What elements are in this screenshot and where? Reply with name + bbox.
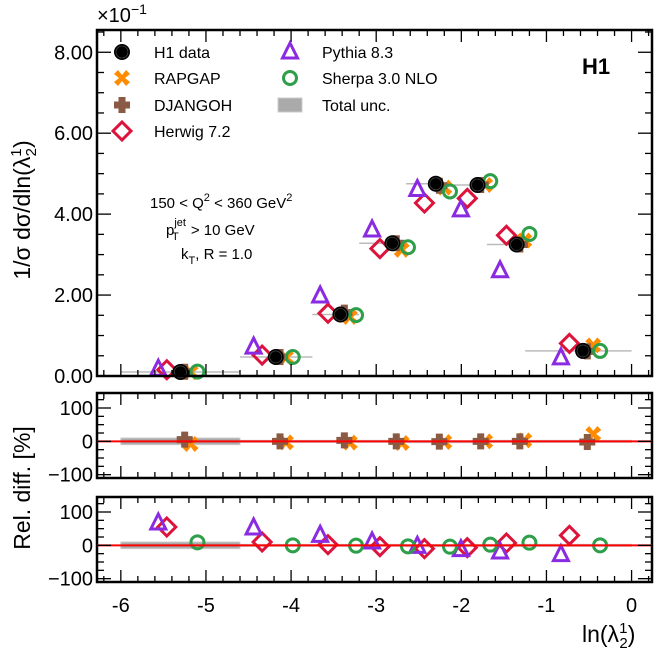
- h1-data-point-ring: [174, 365, 187, 379]
- ratio-marker-herwig-7-2: [251, 530, 274, 554]
- panel-frame-2: [95, 495, 654, 584]
- h1-data-point: [427, 175, 444, 192]
- legend-label: Sherpa 3.0 NLO: [322, 71, 438, 88]
- marker-sherpa-3-0-nlo: [441, 183, 458, 200]
- marker-sherpa-3-0-nlo: [521, 225, 538, 242]
- y-tick-label: 2.00: [54, 285, 93, 307]
- legend-swatch-total-unc: [277, 97, 303, 113]
- x-tick-label: -5: [197, 595, 215, 617]
- legend-marker: [114, 70, 130, 86]
- marker-pythia-8-3: [243, 334, 264, 355]
- y-axis-label: 1/σ dσ/dln(λ12): [8, 140, 40, 279]
- ratio-marker-pythia-8-3: [490, 539, 510, 560]
- ratio-tick-label: −100: [48, 465, 93, 487]
- ratio-marker-herwig-7-2: [495, 531, 518, 555]
- ratio-marker-pythia-8-3: [362, 529, 383, 550]
- legend-label: Pythia 8.3: [322, 45, 393, 62]
- ratio-tick-label: −100: [48, 569, 93, 591]
- ratio-marker-pythia-8-3: [310, 522, 331, 543]
- x-tick-label: -2: [452, 595, 470, 617]
- ratio-y-axis-label: Rel. diff. [%]: [9, 426, 35, 550]
- marker-herwig-7-2: [558, 332, 581, 355]
- marker-herwig-7-2: [495, 224, 518, 247]
- legend-marker-ring: [115, 45, 129, 59]
- ratio-tick-label: 100: [60, 502, 93, 524]
- h1-data-point-ring: [510, 238, 523, 251]
- marker-sherpa-3-0-nlo: [592, 342, 609, 359]
- ratio-tick-label: 100: [60, 398, 93, 420]
- x-tick-label: -3: [367, 595, 385, 617]
- svg-text:150 < Q2 < 360 GeV2: 150 < Q2 < 360 GeV2: [150, 192, 292, 212]
- legend-marker: [114, 44, 130, 60]
- marker-herwig-7-2: [413, 191, 436, 215]
- ratio-marker-pythia-8-3: [148, 510, 169, 531]
- legend: H1 data RAPGAP DJANGOH Herwig 7.2 Pythia 8.3…: [110, 39, 438, 143]
- ratio-marker-sherpa-3-0-nlo: [189, 534, 206, 551]
- h1-data-point: [172, 363, 189, 380]
- legend-label: DJANGOH: [154, 98, 232, 115]
- marker-pythia-8-3: [550, 345, 571, 366]
- x-tick-label: -1: [538, 595, 556, 617]
- h1-data-point-ring: [386, 236, 399, 250]
- x-axis-label: ln(λ1 2): [582, 620, 635, 652]
- marker-pythia-8-3: [310, 283, 331, 304]
- h1-data-point-ring: [576, 344, 590, 358]
- x-tick-label: -6: [112, 595, 130, 617]
- y-tick-label: 0.00: [54, 366, 93, 388]
- phase-space-annotation: 150 < Q2 < 360 GeV2 pjet T > 10 GeV kT, R…: [150, 192, 292, 267]
- ratio-marker-sherpa-3-0-nlo: [441, 538, 458, 555]
- h1-data-point-ring: [269, 350, 283, 364]
- ratio-marker-herwig-7-2: [558, 524, 581, 547]
- h1-data-point-ring: [429, 177, 443, 191]
- x-tick-label: -4: [282, 595, 300, 617]
- svg-text:kT, R = 1.0: kT, R = 1.0: [181, 246, 252, 267]
- h1-data-point: [469, 176, 486, 193]
- legend-label: RAPGAP: [154, 71, 221, 88]
- ratio-tick-label: 0: [82, 535, 93, 557]
- legend-label: Herwig 7.2: [154, 124, 231, 141]
- marker-sherpa-3-0-nlo: [284, 348, 301, 365]
- experiment-label: H1: [582, 54, 610, 79]
- ratio-marker-pythia-8-3: [550, 542, 571, 563]
- marker-sherpa-3-0-nlo: [348, 307, 365, 324]
- legend-label: Total unc.: [322, 98, 390, 115]
- y-tick-label: 6.00: [54, 123, 93, 145]
- legend-marker: [114, 97, 130, 113]
- h1-data-point: [332, 306, 349, 323]
- h1-data-point-ring: [334, 308, 347, 321]
- legend-marker: [282, 70, 298, 86]
- y-tick-label: 4.00: [54, 204, 93, 226]
- legend-marker: [280, 39, 300, 60]
- marker-herwig-7-2: [456, 187, 479, 210]
- marker-pythia-8-3: [490, 258, 510, 279]
- marker-sherpa-3-0-nlo: [399, 239, 416, 256]
- h1-data-point: [384, 235, 401, 252]
- ratio-marker-herwig-7-2: [155, 515, 178, 539]
- panel-frame-1: [95, 391, 654, 480]
- scale-factor: ×10−1: [97, 1, 147, 27]
- ratio-tick-label: 0: [82, 431, 93, 453]
- legend-label: H1 data: [154, 45, 210, 62]
- legend-marker: [110, 119, 134, 143]
- ratio-marker-herwig-7-2: [368, 535, 392, 558]
- h1-data-point-ring: [471, 178, 484, 192]
- panel-frame-0: [95, 28, 654, 378]
- ratio-marker-sherpa-3-0-nlo: [521, 534, 538, 551]
- marker-pythia-8-3: [362, 217, 383, 238]
- h1-data-point: [267, 348, 284, 365]
- h1-data-point: [575, 342, 592, 359]
- y-tick-label: 8.00: [54, 42, 93, 64]
- x-tick-label: 0: [626, 595, 637, 617]
- h1-data-point: [508, 236, 525, 253]
- marker-pythia-8-3: [450, 197, 471, 218]
- ratio-marker-pythia-8-3: [243, 515, 264, 536]
- marker-pythia-8-3: [407, 177, 428, 198]
- marker-sherpa-3-0-nlo: [189, 363, 206, 380]
- ratio-marker-djangoh: [176, 431, 193, 448]
